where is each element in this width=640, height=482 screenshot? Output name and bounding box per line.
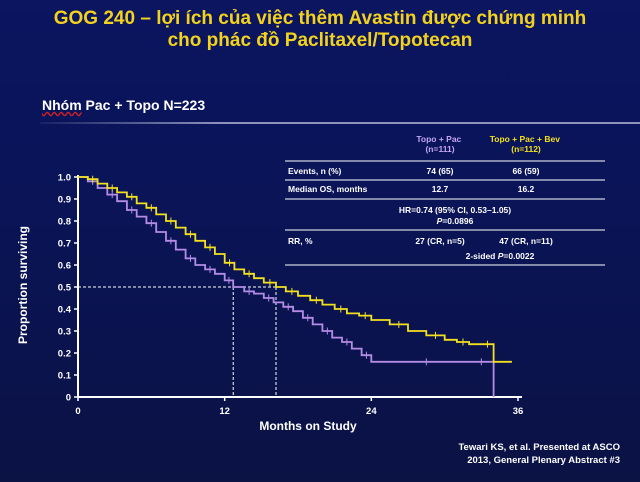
axes-group: 0 0.1 0.2 0.3 0.4 0.5 0.6 0.7 0.8 0.9 1.0 0 12 24 36 Mo… — [16, 173, 523, 434]
rr-p-rest: =0.0022 — [503, 251, 534, 261]
x-axis-label: Months on Study — [259, 419, 357, 433]
table-hr-p-value: P=0.0896 — [437, 216, 474, 226]
series-line-topo-pac — [78, 176, 495, 397]
group-label-rest: Pac + Topo N=223 — [81, 97, 206, 113]
x-tick-label: 36 — [513, 406, 524, 417]
table-header-topo-pac: Topo + Pac (n=111) — [416, 134, 463, 154]
table-rr-p-value: 2-sided P=0.0022 — [466, 251, 535, 261]
table-rr-a: 27 (CR, n=5) — [415, 236, 465, 246]
x-tick-label: 24 — [366, 406, 377, 417]
table-header-a-line1: Topo + Pac — [416, 134, 461, 144]
table-row-median-a: 12.7 — [432, 184, 449, 194]
y-tick-label: 0.8 — [58, 217, 71, 228]
y-tick-label: 0.6 — [58, 261, 71, 272]
y-tick-label: 0.2 — [58, 349, 71, 360]
title-line-2: cho phác đồ Paclitaxel/Topotecan — [167, 30, 473, 51]
group-label-underlined-word: Nhóm — [42, 97, 82, 113]
series-group — [78, 175, 512, 397]
table-hazard-ratio: HR=0.74 (95% CI, 0.53–1.05) — [399, 205, 511, 215]
citation-line-1: Tewari KS, et al. Presented at ASCO — [458, 442, 620, 453]
x-tick-label: 0 — [75, 406, 80, 417]
reference-lines-group — [78, 286, 277, 397]
group-label: Nhóm Pac + Topo N=223 — [42, 97, 205, 113]
y-tick-label: 0.1 — [58, 371, 72, 382]
table-header-a-line2: (n=111) — [425, 144, 454, 154]
stats-table: Topo + Pac (n=111) Topo + Pac + Bev (n=1… — [285, 134, 605, 266]
rr-p-pre: 2-sided — [466, 251, 498, 261]
reference-citation: Tewari KS, et al. Presented at ASCO 2013… — [420, 441, 620, 467]
y-tick-label: 0.5 — [58, 283, 72, 294]
y-axis-label: Proportion surviving — [16, 226, 30, 344]
table-rr-b: 47 (CR, n=11) — [499, 236, 553, 246]
table-row-events-label: Events, n (%) — [288, 166, 342, 176]
title-line-1: GOG 240 – lợi ích của việc thêm Avastin … — [53, 8, 587, 29]
table-header-b-line2: (n=112) — [511, 144, 541, 154]
table-header-topo-pac-bev: Topo + Pac + Bev (n=112) — [490, 134, 563, 154]
y-tick-label: 0.4 — [58, 305, 72, 316]
y-tick-label: 0.3 — [58, 327, 71, 338]
table-row-median-b: 16.2 — [518, 184, 535, 194]
y-tick-label: 0.7 — [58, 239, 71, 250]
hr-p-rest: =0.0896 — [442, 216, 473, 226]
table-header-b-line1: Topo + Pac + Bev — [490, 134, 561, 144]
y-tick-label: 0.9 — [58, 195, 71, 206]
y-tick-label: 0 — [66, 393, 71, 404]
y-tick-label: 1.0 — [58, 173, 71, 184]
slide-title: GOG 240 – lợi ích của việc thêm Avastin … — [0, 8, 640, 52]
table-rr-label: RR, % — [288, 236, 313, 246]
header-divider — [40, 122, 640, 124]
p-italic: P — [498, 251, 504, 261]
x-tick-label: 12 — [219, 406, 230, 417]
series-line-topo-pac-bev — [78, 176, 512, 363]
p-italic: P — [437, 216, 443, 226]
table-row-events-a: 74 (65) — [427, 166, 454, 176]
table-row-median-label: Median OS, months — [288, 184, 368, 194]
citation-line-2: 2013, General Plenary Abstract #3 — [467, 455, 620, 466]
table-row-events-b: 66 (59) — [513, 166, 540, 176]
